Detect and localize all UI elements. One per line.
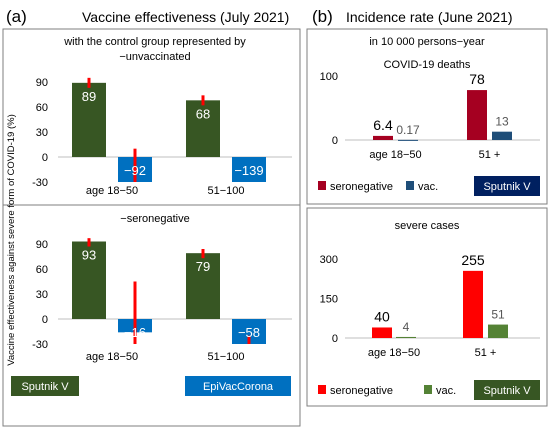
- chart3-category-label: 51 +: [479, 149, 501, 161]
- chart1-ytick-label: 0: [42, 152, 48, 164]
- chart1-bar-sputnik-v: [186, 100, 220, 157]
- chart4-ytick-label: 0: [332, 333, 338, 345]
- chart2-ytick-label: 60: [36, 264, 48, 276]
- chart2-category-label: age 18−50: [86, 351, 138, 363]
- chart3-bar-seronegative: [467, 90, 487, 140]
- chart3-legend-swatch-seronegative: [318, 181, 326, 190]
- chart4-data-label: 40: [374, 308, 390, 324]
- chart3-legend-swatch-vac: [406, 181, 414, 190]
- chart1-title-line2: −unvaccinated: [119, 51, 190, 63]
- chart3-data-label: 13: [495, 115, 509, 129]
- chart3-ytick-label: 0: [332, 135, 338, 147]
- chart1-data-label: −139: [234, 163, 263, 178]
- chart1-title-line1: with the control group represented by: [63, 36, 246, 48]
- chart4-bar-vac-: [396, 336, 416, 338]
- chart4-legend-label-vac: vac.: [436, 385, 456, 397]
- chart4-data-label: 255: [461, 252, 485, 268]
- chart3-category-label: age 18−50: [369, 149, 421, 161]
- chart4-category-label: 51 +: [475, 347, 497, 359]
- chart2-data-label: −16: [124, 325, 146, 340]
- chart3-legend-sputnik-label: Sputnik V: [483, 181, 531, 193]
- chart2-data-label: 93: [82, 248, 96, 263]
- chart3-legend-label-vac: vac.: [418, 181, 438, 193]
- chart2-ytick-label: -30: [32, 339, 48, 351]
- panel-a-frame: [2, 28, 301, 427]
- charts-layer: with the control group represented by −un…: [32, 36, 540, 400]
- panel-b-label: (b): [312, 7, 333, 26]
- chart3-data-label: 0.17: [396, 123, 420, 137]
- chart3-data-label: 6.4: [373, 117, 393, 133]
- chart3-ytick-label: 100: [320, 71, 338, 83]
- chart4-ytick-label: 300: [320, 254, 338, 266]
- chart3-legend-sputnik-badge: [474, 176, 540, 196]
- chart4-legend-sputnik-badge: [474, 380, 540, 400]
- panel-a-title: Vaccine effectiveness (July 2021): [82, 9, 289, 25]
- chart2-bar-sputnik-v: [186, 253, 220, 319]
- chart4-legend-swatch-vac: [424, 385, 432, 394]
- panel-a-label: (a): [6, 7, 27, 26]
- chart1-ytick-label: -30: [32, 177, 48, 189]
- chart2-title: −seronegative: [120, 213, 189, 225]
- chart1-bar-epivaccorona: [232, 157, 266, 182]
- chart4-legend-label-seronegative: seronegative: [330, 385, 393, 397]
- legend-epivac-label: EpiVacCorona: [203, 381, 274, 393]
- chart3-legend-label-seronegative: seronegative: [330, 181, 393, 193]
- chart4-bar-seronegative: [372, 327, 392, 338]
- panel-b-top-frame: [306, 28, 548, 205]
- panel-b-title: Incidence rate (June 2021): [346, 9, 513, 25]
- chart3-bar-vac-: [398, 139, 418, 141]
- chart2-data-label: 79: [196, 259, 210, 274]
- chart2-ytick-label: 0: [42, 314, 48, 326]
- chart4-legend-swatch-seronegative: [318, 385, 326, 394]
- chart1-category-label: age 18−50: [86, 185, 138, 197]
- chart2-category-label: 51−100: [207, 351, 244, 363]
- chart1-ytick-label: 60: [36, 102, 48, 114]
- chart4-bar-vac-: [488, 324, 508, 338]
- chart1-ytick-label: 30: [36, 127, 48, 139]
- chart1-data-label: 89: [82, 89, 96, 104]
- chart4-ytick-label: 150: [320, 294, 338, 306]
- chart3-bar-seronegative: [373, 135, 393, 140]
- chart4-category-label: age 18−50: [368, 347, 420, 359]
- panel-b-subtitle: in 10 000 persons−year: [369, 36, 485, 48]
- panel-a-ylabel: Vaccine effectiveness against severe for…: [6, 114, 17, 366]
- chart3-title: COVID-19 deaths: [384, 59, 471, 71]
- chart2-data-label: −58: [238, 325, 260, 340]
- legend-epivac-badge: [185, 376, 291, 396]
- chart1-bar-sputnik-v: [72, 82, 106, 157]
- panel-b-bottom-frame: [306, 207, 548, 407]
- chart4-bar-seronegative: [463, 270, 483, 338]
- legend-sputnik-badge: [11, 376, 79, 396]
- chart3-data-label: 78: [469, 71, 485, 87]
- chart2-ytick-label: 90: [36, 239, 48, 251]
- chart1-data-label: 68: [196, 106, 210, 121]
- chart4-legend-sputnik-label: Sputnik V: [483, 385, 531, 397]
- chart1-category-label: 51−100: [207, 185, 244, 197]
- chart4-data-label: 51: [491, 308, 505, 322]
- chart4-data-label: 4: [403, 320, 410, 334]
- chart4-title: severe cases: [395, 220, 460, 232]
- chart3-bar-vac-: [492, 131, 512, 140]
- chart2-ytick-label: 30: [36, 289, 48, 301]
- chart1-ytick-label: 90: [36, 77, 48, 89]
- chart1-data-label: −92: [124, 163, 146, 178]
- chart2-bar-sputnik-v: [72, 241, 106, 319]
- legend-sputnik-label: Sputnik V: [21, 381, 69, 393]
